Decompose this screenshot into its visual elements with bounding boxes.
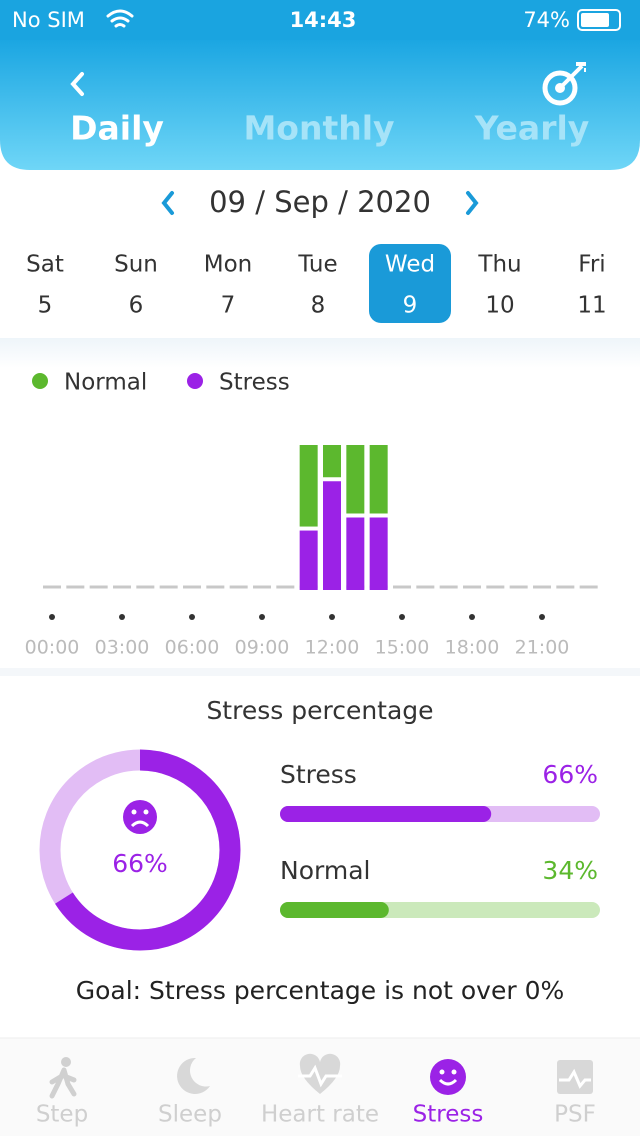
next-day[interactable] xyxy=(466,191,479,215)
carrier: No SIM xyxy=(12,8,85,32)
normal-bar xyxy=(299,445,318,527)
period-tab[interactable]: Yearly xyxy=(474,109,590,148)
weekday[interactable]: Mon xyxy=(204,252,253,278)
divider xyxy=(0,338,640,368)
nav-icons xyxy=(49,1053,593,1099)
nav-label[interactable]: Sleep xyxy=(158,1102,222,1128)
day-number[interactable]: 10 xyxy=(485,293,514,319)
mood-eye xyxy=(131,809,137,815)
mood-face xyxy=(123,800,157,834)
period-tab[interactable]: Monthly xyxy=(243,109,394,148)
time-dot xyxy=(189,614,195,620)
time-dot xyxy=(119,614,125,620)
weekday[interactable]: Fri xyxy=(578,252,605,278)
nav-label[interactable]: Heart rate xyxy=(261,1102,379,1128)
wifi-icon xyxy=(106,9,134,28)
legend-dot xyxy=(187,373,203,389)
legend-label: Stress xyxy=(219,370,290,396)
prev-day[interactable] xyxy=(161,191,174,215)
date-month: Sep xyxy=(274,185,329,219)
day-number[interactable]: 11 xyxy=(577,293,606,319)
day-number[interactable]: 8 xyxy=(311,293,326,319)
time-label: 03:00 xyxy=(95,637,150,659)
date: 09 / Sep / 2020 xyxy=(209,185,431,219)
item-label: 34% xyxy=(542,856,598,885)
time-label: 06:00 xyxy=(165,637,220,659)
weekday[interactable]: Tue xyxy=(297,252,337,278)
time-label: 18:00 xyxy=(445,637,500,659)
normal-bar xyxy=(346,445,365,514)
back-button[interactable] xyxy=(70,72,84,96)
time-dot xyxy=(329,614,335,620)
normal-bar xyxy=(369,445,388,514)
date-year: 2020 xyxy=(357,185,431,219)
time-label: 00:00 xyxy=(25,637,80,659)
mood-eye xyxy=(143,809,149,815)
battery-level: 74% xyxy=(523,8,570,32)
item-label: 66% xyxy=(542,760,598,789)
stress-bar xyxy=(323,481,341,590)
ring-progress xyxy=(39,749,241,951)
time-dot xyxy=(539,614,545,620)
nav-label[interactable]: PSF xyxy=(554,1102,596,1128)
stress-bar xyxy=(299,530,318,590)
normal-bar xyxy=(323,445,341,478)
date-separator: / xyxy=(338,185,348,219)
header xyxy=(0,40,640,170)
nav-label[interactable]: Step xyxy=(36,1102,88,1128)
weekday[interactable]: Wed xyxy=(385,252,435,278)
weekday[interactable]: Sun xyxy=(114,252,158,278)
battery-fill xyxy=(581,13,609,27)
legend-label: Normal xyxy=(64,370,147,396)
summary-title: Stress percentage xyxy=(206,696,433,725)
item-bar xyxy=(280,902,389,918)
legend-dot xyxy=(32,373,48,389)
goal-text: Goal: Stress percentage is not over 0% xyxy=(76,976,565,1005)
day-number[interactable]: 5 xyxy=(38,293,53,319)
stress-bar xyxy=(369,517,388,590)
divider xyxy=(0,668,640,676)
goal-button[interactable] xyxy=(542,62,586,106)
time-label: 12:00 xyxy=(305,637,360,659)
time-dot xyxy=(49,614,55,620)
day-number[interactable]: 7 xyxy=(221,293,236,319)
item-name: Stress xyxy=(280,760,357,789)
time-label: 21:00 xyxy=(515,637,570,659)
ring-label: 66% xyxy=(112,849,168,878)
status-bar xyxy=(0,0,640,40)
period-tab[interactable]: Daily xyxy=(70,109,164,148)
weekday[interactable]: Thu xyxy=(477,252,521,278)
time-dot xyxy=(259,614,265,620)
clock: 14:43 xyxy=(290,8,357,32)
selected-day xyxy=(369,244,451,323)
battery-icon xyxy=(577,9,621,31)
item-bar xyxy=(280,806,492,822)
time-dot xyxy=(469,614,475,620)
mood-mouth xyxy=(130,820,150,828)
item-name: Normal xyxy=(280,856,370,885)
day-number[interactable]: 9 xyxy=(403,293,418,319)
date-day: 09 xyxy=(209,185,246,219)
nav-label[interactable]: Stress xyxy=(413,1102,484,1128)
date-separator: / xyxy=(255,185,265,219)
time-label: 15:00 xyxy=(375,637,430,659)
time-dot xyxy=(399,614,405,620)
day-number[interactable]: 6 xyxy=(129,293,144,319)
weekday[interactable]: Sat xyxy=(26,252,64,278)
stress-bar xyxy=(346,517,365,590)
time-label: 09:00 xyxy=(235,637,290,659)
